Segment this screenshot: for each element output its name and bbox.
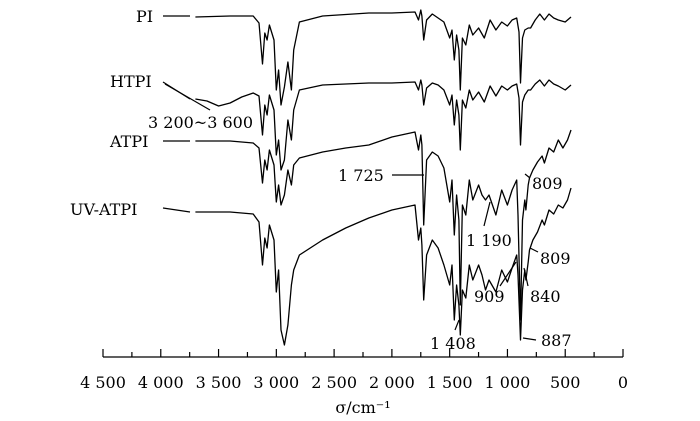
peak-annotation: 1 725 [338,166,384,185]
peak-annotation: 887 [541,331,572,350]
series-line-pi [195,9,572,106]
annotation-leader [523,267,529,287]
series-label-atpi: ATPI [109,132,148,151]
peak-annotation: 909 [474,287,505,306]
series-label-htpi: HTPI [110,72,152,91]
series-line-htpi [195,79,572,171]
x-axis-title: σ/cm⁻¹ [335,398,390,417]
x-tick-label: 3 500 [196,373,242,392]
peak-annotation: 3 200~3 600 [148,113,253,132]
annotation-leader [164,83,211,111]
series-label-pi: PI [136,7,153,26]
x-tick-label: 4 500 [80,373,126,392]
x-axis: 4 500 4 000 3 500 3 000 2 500 2 000 1 500 1 000… [80,349,628,392]
annotation-leader [524,173,531,179]
annotation-leader [529,247,539,253]
x-tick-label: 0 [618,373,628,392]
annotation-leader [454,319,460,331]
x-tick-label: 2 000 [369,373,415,392]
x-tick-label: 4 000 [138,373,184,392]
x-axis-ticks [102,349,624,357]
peak-annotation: 1 408 [430,334,476,353]
annotation-leader [483,201,491,227]
x-tick-label: 2 500 [311,373,357,392]
x-tick-label: 500 [550,373,581,392]
peak-annotation: 809 [532,174,563,193]
spectra-curves [195,9,572,346]
peak-annotation: 840 [530,287,561,306]
series-line-atpi [195,129,572,321]
x-tick-label: 1 000 [485,373,531,392]
series-label-leader [162,207,191,213]
peak-annotation: 809 [540,249,571,268]
peak-annotation: 1 190 [466,231,512,250]
annotation-leader [522,337,537,341]
series-labels: PI HTPI ATPI UV-ATPI [70,7,191,219]
peak-annotations: 3 200~3 600 1 725 1 190 1 408 909 840 887 809 80… [148,83,572,353]
series-line-uv-atpi [195,187,572,346]
x-axis-tick-labels: 4 500 4 000 3 500 3 000 2 500 2 000 1 500 1 000… [80,373,628,392]
x-tick-label: 1 500 [427,373,473,392]
series-label-uv-atpi: UV-ATPI [70,200,137,219]
annotation-leader [499,261,517,287]
x-tick-label: 3 000 [253,373,299,392]
